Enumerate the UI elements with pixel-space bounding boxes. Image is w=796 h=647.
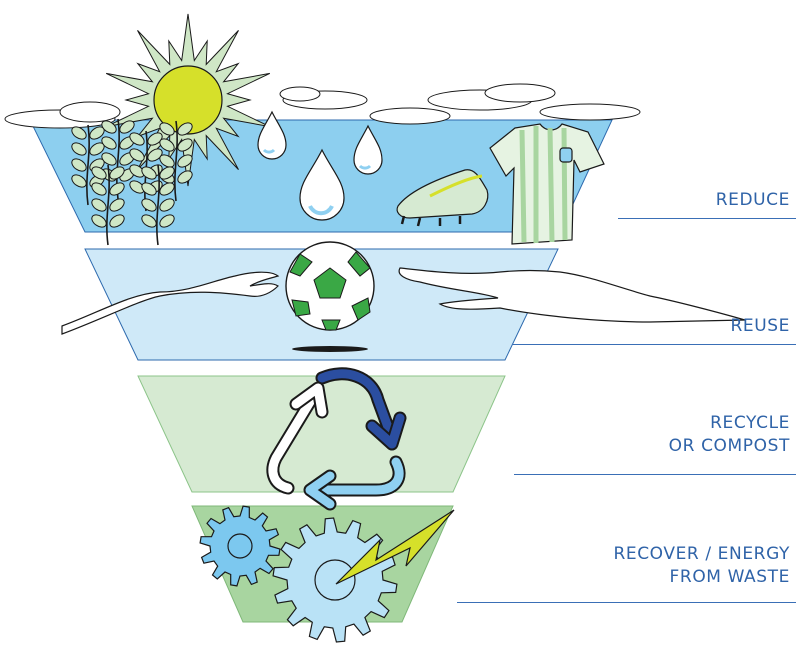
soccer-ball-icon: [285, 241, 375, 352]
label-reuse-line1: REUSE: [730, 316, 790, 336]
rule-reduce: [618, 218, 796, 219]
hand-icon: [61, 267, 746, 335]
recycle-arrows-icon: [266, 367, 407, 511]
cloud-icon: [4, 83, 641, 129]
label-recycle: RECYCLE OR COMPOST: [669, 412, 790, 458]
rule-recycle: [514, 474, 796, 475]
gear-icon: [199, 505, 398, 643]
label-recover-line2: FROM WASTE: [669, 567, 790, 587]
football-boot-icon: [396, 169, 489, 227]
label-reduce: REDUCE: [716, 189, 790, 212]
band-recycle: [137, 375, 506, 493]
leaf-icon: [71, 118, 193, 246]
water-drop-icon: [257, 110, 383, 221]
label-reduce-line1: REDUCE: [715, 190, 790, 210]
label-reuse: REUSE: [730, 315, 790, 338]
label-recover: RECOVER / ENERGY FROM WASTE: [613, 543, 790, 589]
label-recover-line1: RECOVER / ENERGY: [613, 544, 790, 564]
rule-recover: [457, 602, 796, 603]
rule-reuse: [512, 344, 796, 345]
label-recycle-line1: RECYCLE: [710, 413, 790, 433]
lightning-bolt-icon: [335, 509, 455, 585]
sun-icon: [105, 13, 271, 187]
label-recycle-line2: OR COMPOST: [668, 436, 790, 456]
jersey-icon: [489, 123, 605, 245]
